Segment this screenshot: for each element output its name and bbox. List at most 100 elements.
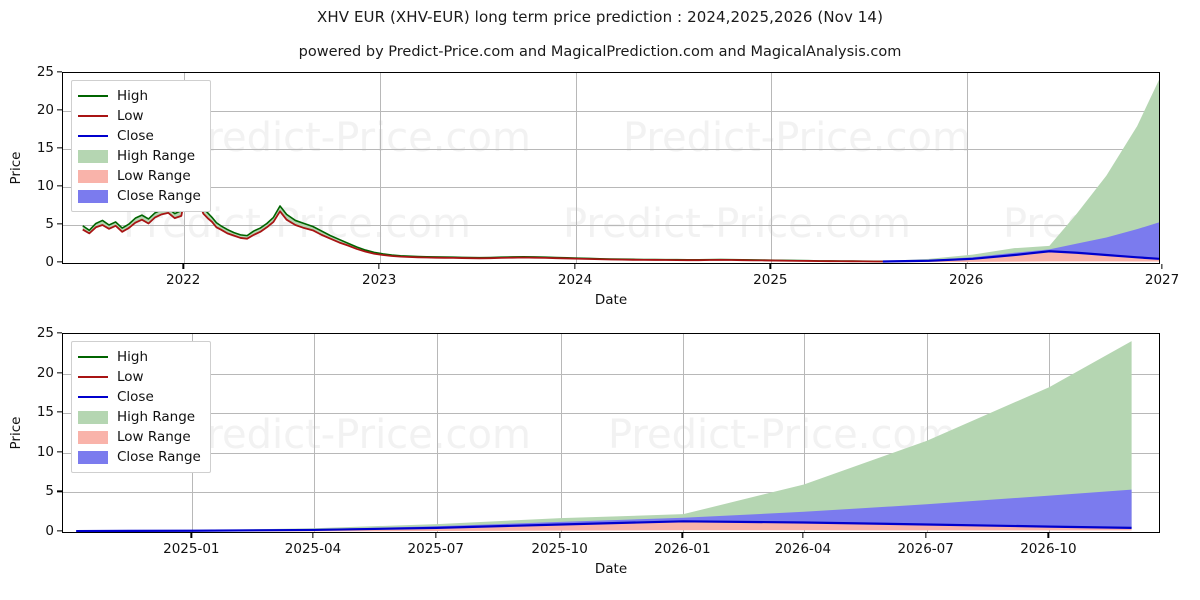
legend-line-swatch <box>78 115 108 117</box>
legend-line-swatch <box>78 356 108 358</box>
legend-band-swatch <box>78 430 108 444</box>
x-axis-tick-label: 2027 <box>1144 272 1180 288</box>
gridline-vertical <box>560 334 562 532</box>
y-axis-tick-label: 0 <box>45 523 54 539</box>
gridline-horizontal <box>63 187 1159 188</box>
gridline-horizontal <box>63 111 1159 112</box>
legend-line-swatch <box>78 135 108 137</box>
chart-legend[interactable]: High Low Close High Range Low Range Close Ran… <box>71 341 211 473</box>
x-axis-tick-label: 2026-10 <box>1020 541 1077 557</box>
legend-item[interactable]: High Range <box>78 146 201 166</box>
bottom-chart-panel: Predict-Price.com Predict-Price.com High Lo… <box>8 325 1160 577</box>
legend-line-swatch <box>78 95 108 97</box>
y-axis-tick-label: 5 <box>45 216 54 232</box>
gridline-vertical <box>967 73 969 263</box>
legend-item[interactable]: Close <box>78 126 201 146</box>
legend-item[interactable]: Low <box>78 367 201 387</box>
x-axis-tick-label: 2026 <box>949 272 984 288</box>
legend-item[interactable]: Low <box>78 106 201 126</box>
gridline-horizontal <box>63 413 1159 415</box>
y-axis-tick-mark <box>57 490 62 493</box>
y-axis-tick-label: 5 <box>45 483 54 500</box>
y-axis-tick-mark <box>57 332 62 334</box>
gridline-vertical <box>313 334 315 532</box>
y-axis-tick-label: 25 <box>36 64 54 80</box>
gridline-horizontal <box>63 149 1159 150</box>
x-axis-tick-mark <box>769 264 771 269</box>
gridline-horizontal <box>63 225 1159 226</box>
high-range-band <box>882 79 1159 262</box>
y-axis-tick-label: 15 <box>36 404 54 421</box>
x-axis-tick-label: 2022 <box>166 272 201 288</box>
legend-item[interactable]: Close Range <box>78 186 201 206</box>
legend-item-label: Close <box>117 389 154 405</box>
series-layer <box>76 341 1132 532</box>
gridline-vertical <box>436 334 438 532</box>
x-axis-tick-mark <box>312 533 314 538</box>
legend-item[interactable]: Low Range <box>78 166 201 186</box>
y-axis-tick-mark <box>57 371 62 374</box>
x-axis-tick-mark <box>190 533 192 538</box>
gridline-horizontal <box>63 492 1159 494</box>
x-axis-tick-label: 2025-01 <box>163 541 220 557</box>
legend-item[interactable]: Close Range <box>78 447 201 467</box>
page-title: XHV EUR (XHV-EUR) long term price predic… <box>316 8 884 26</box>
x-axis-tick-mark <box>1047 533 1050 538</box>
y-axis-tick-mark <box>57 223 62 225</box>
gridline-horizontal <box>63 452 1159 454</box>
legend-item-label: Close <box>117 128 154 144</box>
y-axis-tick-label: 0 <box>45 254 54 270</box>
y-axis-tick-label: 10 <box>36 443 54 460</box>
y-axis-tick-mark <box>57 147 62 149</box>
legend-item-label: Low Range <box>117 429 191 445</box>
x-axis-tick-mark <box>574 264 576 269</box>
chart-legend[interactable]: High Low Close High Range Low Range Close Ran… <box>71 80 211 212</box>
legend-item[interactable]: High <box>78 347 201 367</box>
top-chart-plot: Predict-Price.com Predict-Price.com Predic… <box>62 72 1160 264</box>
y-axis-tick-mark <box>57 261 62 263</box>
x-axis-tick-mark <box>435 533 437 538</box>
x-axis-tick-label: 2024 <box>557 272 593 288</box>
legend-band-swatch <box>78 149 108 163</box>
x-axis-tick-mark <box>182 264 184 269</box>
x-axis-tick-mark <box>965 264 967 269</box>
legend-item-label: High <box>117 88 149 104</box>
x-axis-tick-mark <box>558 533 561 538</box>
y-axis-tick-label: 15 <box>36 140 54 156</box>
x-axis-tick-label: 2025-04 <box>284 541 342 557</box>
top-y-axis-title: Price <box>8 151 24 185</box>
gridline-vertical <box>803 334 805 532</box>
gridline-vertical <box>576 73 578 263</box>
gridline-vertical <box>771 73 773 263</box>
x-axis-tick-label: 2025 <box>753 272 788 288</box>
legend-item[interactable]: Close <box>78 387 201 407</box>
legend-item[interactable]: High Range <box>78 407 201 427</box>
legend-item-label: High <box>117 349 149 365</box>
y-axis-tick-mark <box>57 411 62 413</box>
legend-item-label: Low <box>117 369 144 385</box>
y-axis-tick-label: 20 <box>36 364 54 381</box>
legend-item[interactable]: High <box>78 86 201 106</box>
legend-band-swatch <box>78 189 108 203</box>
legend-item-label: Low <box>117 108 144 124</box>
x-axis-tick-label: 2026-04 <box>774 541 832 557</box>
y-axis-tick-mark <box>57 185 62 187</box>
legend-item-label: High Range <box>117 409 196 425</box>
x-axis-tick-label: 2023 <box>361 272 397 288</box>
legend-line-swatch <box>78 376 108 378</box>
y-axis-tick-mark <box>57 71 62 73</box>
gridline-vertical <box>683 334 685 532</box>
x-axis-tick-label: 2025-07 <box>407 541 464 557</box>
y-axis-tick-mark <box>57 451 62 453</box>
legend-item[interactable]: Low Range <box>78 427 201 447</box>
high-range-band <box>76 341 1132 532</box>
close-range-band <box>882 222 1159 262</box>
series-layer <box>82 79 1159 263</box>
x-axis-tick-mark <box>681 533 683 538</box>
close-range-band <box>76 489 1132 532</box>
close-line <box>882 250 1159 263</box>
x-axis-tick-mark <box>378 264 380 269</box>
bottom-x-axis-title: Date <box>594 561 628 577</box>
legend-item-label: High Range <box>117 148 196 164</box>
legend-item-label: Low Range <box>117 168 191 184</box>
